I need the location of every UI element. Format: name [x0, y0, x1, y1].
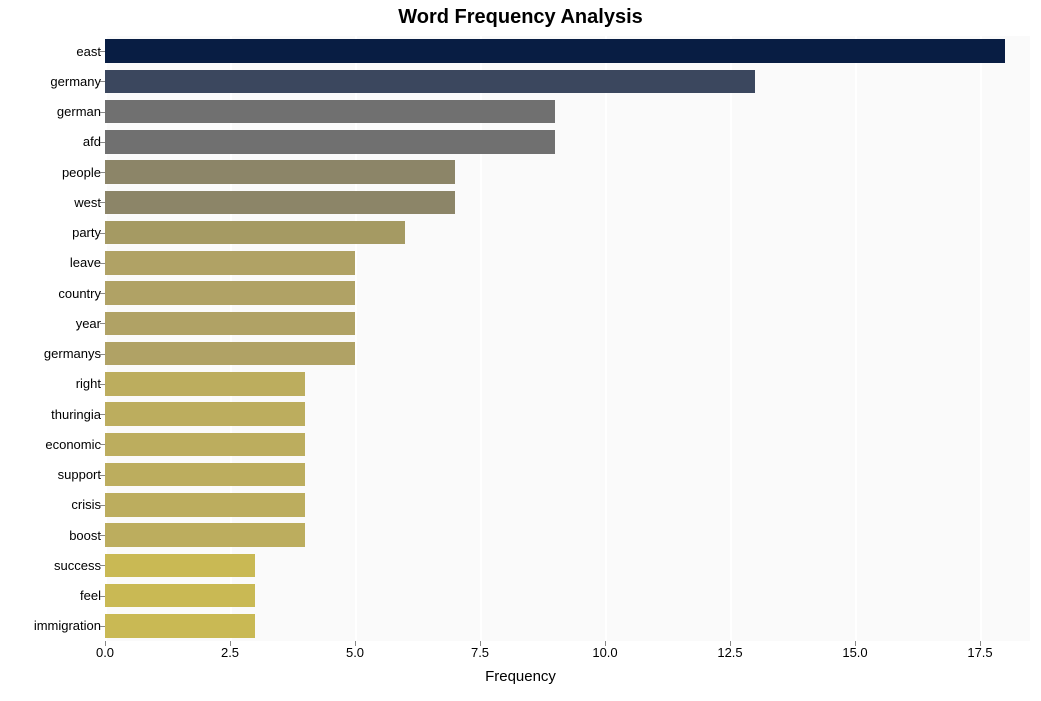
y-tick-mark	[100, 475, 105, 476]
x-tick-label: 15.0	[842, 645, 867, 660]
x-tick-label: 2.5	[221, 645, 239, 660]
x-tick-label: 0.0	[96, 645, 114, 660]
gridline	[105, 36, 107, 641]
y-tick-label: thuringia	[51, 407, 101, 422]
y-tick-mark	[100, 444, 105, 445]
y-tick-mark	[100, 202, 105, 203]
y-tick-label: economic	[45, 437, 101, 452]
chart-title: Word Frequency Analysis	[0, 6, 1041, 29]
chart-container: Word Frequency Analysis Frequency 0.0 2.5…	[0, 0, 1041, 701]
y-tick-mark	[100, 414, 105, 415]
y-tick-label: leave	[70, 255, 101, 270]
y-tick-mark	[100, 384, 105, 385]
bar	[105, 160, 455, 184]
plot-area	[105, 36, 1030, 641]
bar	[105, 39, 1005, 63]
bar	[105, 312, 355, 336]
y-tick-mark	[100, 626, 105, 627]
y-tick-mark	[100, 263, 105, 264]
bar	[105, 493, 305, 517]
y-tick-label: feel	[80, 588, 101, 603]
x-axis-title: Frequency	[0, 668, 1041, 685]
y-tick-label: party	[72, 225, 101, 240]
x-tick-label: 17.5	[967, 645, 992, 660]
y-tick-label: country	[58, 286, 101, 301]
gridline	[355, 36, 357, 641]
y-tick-mark	[100, 51, 105, 52]
y-tick-label: immigration	[34, 618, 101, 633]
y-tick-mark	[100, 81, 105, 82]
y-tick-label: germany	[50, 74, 101, 89]
y-tick-label: boost	[69, 528, 101, 543]
bar	[105, 402, 305, 426]
bar	[105, 433, 305, 457]
bar	[105, 70, 755, 94]
bar	[105, 584, 255, 608]
gridline	[855, 36, 857, 641]
gridline	[980, 36, 982, 641]
bar	[105, 251, 355, 275]
gridline	[230, 36, 232, 641]
bar	[105, 100, 555, 124]
y-tick-mark	[100, 142, 105, 143]
bar	[105, 342, 355, 366]
y-tick-mark	[100, 172, 105, 173]
bar	[105, 130, 555, 154]
x-tick-label: 10.0	[592, 645, 617, 660]
y-tick-label: right	[76, 376, 101, 391]
bar	[105, 523, 305, 547]
y-tick-label: germanys	[44, 346, 101, 361]
bar	[105, 372, 305, 396]
y-tick-mark	[100, 323, 105, 324]
y-tick-mark	[100, 354, 105, 355]
y-tick-label: year	[76, 316, 101, 331]
y-tick-label: west	[74, 195, 101, 210]
bar	[105, 554, 255, 578]
y-tick-label: crisis	[71, 497, 101, 512]
y-tick-mark	[100, 293, 105, 294]
y-tick-label: people	[62, 165, 101, 180]
y-tick-label: afd	[83, 134, 101, 149]
y-tick-label: german	[57, 104, 101, 119]
y-tick-label: success	[54, 558, 101, 573]
x-tick-label: 7.5	[471, 645, 489, 660]
y-tick-mark	[100, 535, 105, 536]
y-tick-mark	[100, 112, 105, 113]
bar	[105, 191, 455, 215]
bar	[105, 221, 405, 245]
y-tick-mark	[100, 596, 105, 597]
bar	[105, 463, 305, 487]
y-tick-mark	[100, 565, 105, 566]
y-tick-label: east	[76, 44, 101, 59]
y-tick-label: support	[58, 467, 101, 482]
gridline	[730, 36, 732, 641]
x-tick-label: 12.5	[717, 645, 742, 660]
x-tick-label: 5.0	[346, 645, 364, 660]
y-tick-mark	[100, 505, 105, 506]
gridline	[480, 36, 482, 641]
gridline	[605, 36, 607, 641]
y-tick-mark	[100, 233, 105, 234]
bar	[105, 281, 355, 305]
bar	[105, 614, 255, 638]
